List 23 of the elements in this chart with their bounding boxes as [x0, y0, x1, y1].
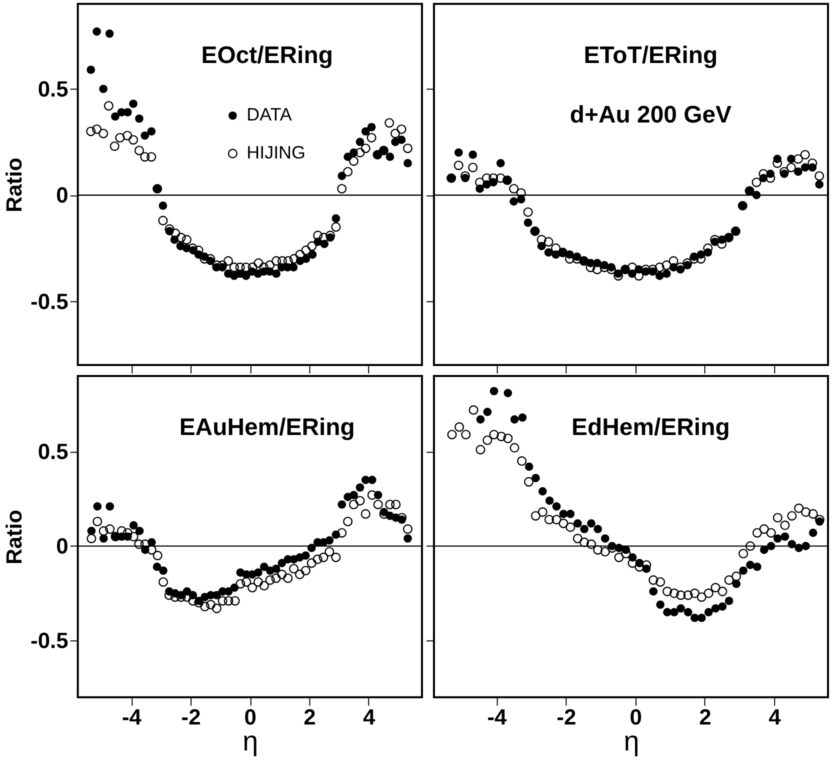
x-tick-label: -2 — [181, 704, 201, 730]
annotation: EdHem/ERing — [572, 414, 730, 441]
legend-label: HIJING — [246, 142, 306, 163]
x-tick-label: 4 — [768, 704, 782, 730]
annotation: EAuHem/ERing — [179, 414, 355, 441]
y-tick-label: 0 — [56, 182, 68, 208]
y-tick-label: -0.5 — [30, 288, 68, 314]
y-tick-label: -0.5 — [30, 628, 68, 654]
y-tick-label: 0.5 — [38, 439, 68, 464]
y-tick-label: 0 — [56, 534, 68, 559]
y-axis-title: Ratio — [2, 510, 27, 565]
annotation: d+Au 200 GeV — [570, 102, 732, 129]
x-tick-label: -4 — [487, 704, 508, 730]
x-tick-label: -4 — [122, 704, 142, 730]
annotation: EToT/ERing — [584, 42, 718, 69]
x-tick-label: 2 — [304, 704, 316, 730]
y-tick-label: 0.5 — [38, 76, 68, 102]
x-tick-label: -2 — [556, 704, 576, 730]
x-tick-label: 4 — [362, 704, 376, 730]
y-axis-title: Ratio — [2, 158, 27, 212]
annotation: EOct/ERing — [201, 42, 333, 69]
legend-label: DATA — [246, 104, 292, 125]
x-tick-label: 2 — [699, 704, 712, 730]
